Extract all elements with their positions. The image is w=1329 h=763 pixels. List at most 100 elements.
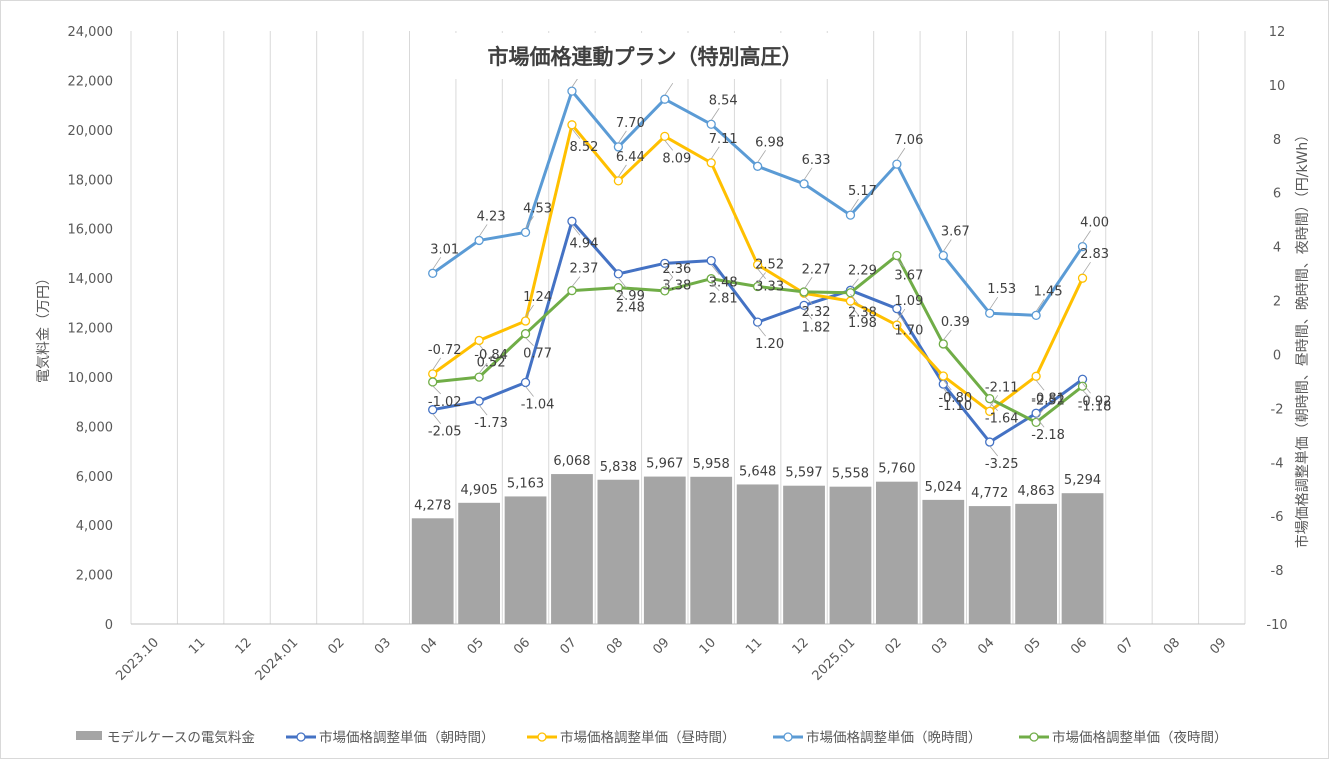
bar-series bbox=[411, 474, 1104, 624]
right-tick-label: 10 bbox=[1269, 79, 1286, 94]
series-marker-3 bbox=[1031, 417, 1041, 428]
right-tick-label: 8 bbox=[1273, 133, 1281, 148]
line-data-label: 2.83 bbox=[1080, 247, 1109, 262]
leader-line bbox=[1035, 299, 1045, 312]
leader-line bbox=[710, 108, 720, 121]
bar-data-label: 6,068 bbox=[553, 454, 590, 469]
line-data-label: 7.06 bbox=[894, 133, 923, 148]
leader-line bbox=[942, 239, 952, 252]
line-data-label: -3.25 bbox=[985, 457, 1019, 472]
line-data-label: 4.94 bbox=[569, 236, 598, 251]
bar-data-label: 5,760 bbox=[878, 462, 915, 477]
series-marker-2 bbox=[660, 94, 670, 104]
line-series bbox=[428, 86, 1088, 447]
axes: 0 2,000 4,000 6,000 8,000 10,000 12,000 14,000 1… bbox=[68, 25, 1288, 684]
leader-line bbox=[664, 82, 674, 96]
line-data-label: 1.24 bbox=[523, 290, 552, 305]
leader-line bbox=[525, 337, 534, 346]
line-data-label: -1.18 bbox=[1078, 399, 1112, 414]
grid-lines bbox=[130, 31, 1246, 624]
series-marker-1 bbox=[660, 131, 670, 142]
left-tick-label: 16,000 bbox=[68, 223, 114, 238]
series-marker-3 bbox=[520, 329, 531, 339]
series-marker-1 bbox=[938, 371, 948, 381]
line-data-label: 3.67 bbox=[941, 225, 970, 240]
series-marker-2 bbox=[938, 250, 948, 261]
series-marker-3 bbox=[892, 250, 902, 261]
leader-line bbox=[432, 385, 441, 395]
series-marker-0 bbox=[1031, 408, 1041, 418]
series-marker-0 bbox=[752, 317, 763, 327]
leader-line bbox=[942, 379, 952, 391]
bar-data-label: 5,958 bbox=[693, 457, 730, 472]
series-marker-3 bbox=[845, 288, 856, 298]
legend-marker bbox=[537, 732, 547, 742]
series-marker-2 bbox=[752, 161, 763, 171]
series-marker-0 bbox=[567, 216, 577, 226]
line-data-label: 0.77 bbox=[523, 347, 552, 362]
line-data-label: 7.70 bbox=[616, 116, 645, 131]
series-marker-1 bbox=[1077, 273, 1088, 283]
line-data-label: -0.92 bbox=[1078, 394, 1112, 409]
legend: モデルケースの電気料金 市場価格調整単価（朝時間） 市場価格調整単価（昼時間） 市場価… bbox=[76, 729, 1228, 746]
leader-line bbox=[757, 268, 766, 279]
bar bbox=[829, 486, 872, 624]
bar bbox=[1061, 493, 1104, 624]
right-tick-label: -4 bbox=[1271, 456, 1284, 471]
line-data-label: 1.45 bbox=[1034, 284, 1063, 299]
line-data-label: 1.82 bbox=[802, 320, 831, 335]
line-data-label: -0.72 bbox=[428, 343, 462, 358]
leader-line bbox=[432, 257, 442, 270]
line-data-label: -1.04 bbox=[521, 397, 555, 412]
series-marker-0 bbox=[474, 396, 484, 406]
left-tick-label: 20,000 bbox=[68, 124, 114, 139]
line-data-label: 5.17 bbox=[848, 184, 877, 199]
series-marker-3 bbox=[474, 372, 484, 382]
legend-swatch bbox=[76, 731, 102, 740]
left-tick-label: 0 bbox=[105, 618, 113, 633]
series-marker-2 bbox=[845, 210, 856, 220]
bar bbox=[458, 502, 501, 624]
series-marker-2 bbox=[985, 308, 995, 318]
series-marker-0 bbox=[520, 377, 531, 388]
line-data-label: -2.05 bbox=[428, 425, 462, 440]
line-data-label: -1.02 bbox=[428, 395, 462, 410]
series-marker-2 bbox=[520, 227, 531, 238]
line-data-label: 2.48 bbox=[616, 301, 645, 316]
bar-data-label: 5,024 bbox=[925, 480, 962, 495]
legend-label: 市場価格調整単価（夜時間） bbox=[1052, 729, 1228, 746]
leader-line bbox=[664, 140, 674, 151]
leader-line bbox=[942, 329, 952, 341]
line-data-label: -1.73 bbox=[474, 416, 508, 431]
bar bbox=[597, 479, 640, 624]
leader-line bbox=[850, 304, 859, 316]
right-axis-title: 市場価格調整単価（朝時間、昼時間、晩時間、夜時間）（円/kWh） bbox=[1294, 128, 1311, 549]
line-data-label: 2.37 bbox=[569, 262, 598, 277]
series-marker-3 bbox=[428, 377, 438, 387]
series-marker-1 bbox=[1031, 371, 1041, 381]
line-data-label: 1.70 bbox=[894, 324, 923, 339]
right-tick-label: 6 bbox=[1273, 187, 1281, 202]
series-marker-1 bbox=[567, 120, 577, 130]
leader-line bbox=[571, 225, 581, 236]
bar-data-label: 5,597 bbox=[785, 466, 822, 481]
left-tick-label: 18,000 bbox=[68, 173, 114, 188]
line-data-label: 1.09 bbox=[894, 294, 923, 309]
leader-line bbox=[478, 224, 488, 237]
line-data-label: 3.38 bbox=[662, 278, 691, 293]
leader-line bbox=[989, 445, 999, 457]
left-tick-label: 10,000 bbox=[68, 371, 114, 386]
right-tick-label: -10 bbox=[1266, 618, 1287, 633]
legend-marker bbox=[296, 732, 306, 742]
line-data-label: 3.33 bbox=[755, 280, 784, 295]
line-data-label: -1.10 bbox=[938, 399, 972, 414]
series-marker-2 bbox=[428, 268, 438, 278]
left-tick-label: 12,000 bbox=[68, 322, 114, 337]
line-data-label: 6.98 bbox=[755, 135, 784, 150]
line-data-label: 2.29 bbox=[848, 264, 877, 279]
line-data-label: -2.18 bbox=[1031, 428, 1065, 443]
leader-line bbox=[664, 267, 674, 278]
line-data-label: 2.38 bbox=[848, 305, 877, 320]
